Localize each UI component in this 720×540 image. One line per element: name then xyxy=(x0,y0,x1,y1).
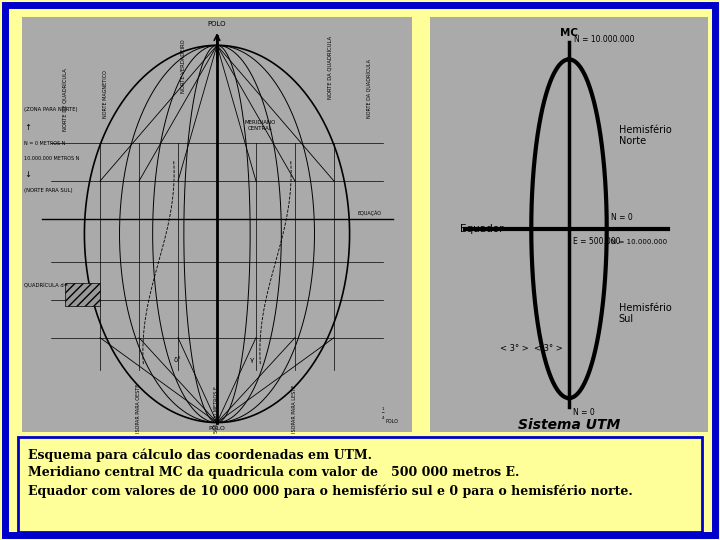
Text: POLO: POLO xyxy=(209,426,225,431)
Text: Equador: Equador xyxy=(460,224,503,234)
Text: Hemisfério
Sul: Hemisfério Sul xyxy=(618,302,671,324)
Text: MC: MC xyxy=(560,28,578,38)
Text: Esquema para cálculo das coordenadas em UTM.: Esquema para cálculo das coordenadas em … xyxy=(28,448,372,462)
Text: POLO: POLO xyxy=(208,22,226,28)
Text: NORTE MAGNÉTICO: NORTE MAGNÉTICO xyxy=(103,70,109,118)
Bar xyxy=(430,17,708,432)
Text: (NORTE PARA SUL): (NORTE PARA SUL) xyxy=(24,188,73,193)
Text: QUADRÍCULA d=: QUADRÍCULA d= xyxy=(24,282,68,288)
Text: NORTE DA QUADRÍCULA: NORTE DA QUADRÍCULA xyxy=(366,59,372,118)
Text: N = 0: N = 0 xyxy=(573,408,595,417)
Text: Hemisfério
Norte: Hemisfério Norte xyxy=(618,125,671,146)
Text: EQUAÇÃO: EQUAÇÃO xyxy=(357,211,382,216)
Text: 500.000 METROS E: 500.000 METROS E xyxy=(215,386,220,433)
Text: 1
─
4: 1 ─ 4 xyxy=(382,407,384,420)
Text: NORTE DA QUADRÍCULA: NORTE DA QUADRÍCULA xyxy=(328,36,333,99)
Text: N = 0: N = 0 xyxy=(611,213,632,222)
Text: ISOPAR PARA LESTE: ISOPAR PARA LESTE xyxy=(292,384,297,433)
Text: MERIDIANO
CENTRAL: MERIDIANO CENTRAL xyxy=(244,120,276,131)
Text: γ: γ xyxy=(250,357,254,363)
Text: NORTE DE QUADRÍCULA: NORTE DE QUADRÍCULA xyxy=(62,68,68,131)
Text: E = 500.000: E = 500.000 xyxy=(573,237,621,246)
Text: Sistema UTM: Sistema UTM xyxy=(518,417,620,431)
Text: Meridiano central MC da quadricula com valor de   500 000 metros E.: Meridiano central MC da quadricula com v… xyxy=(28,466,519,479)
Text: ↓: ↓ xyxy=(24,170,31,179)
Bar xyxy=(65,283,100,306)
Text: Equador com valores de 10 000 000 para o hemisfério sul e 0 para o hemisfério no: Equador com valores de 10 000 000 para o… xyxy=(28,484,633,497)
Bar xyxy=(18,437,702,532)
Text: NORTE VERDADEIRO: NORTE VERDADEIRO xyxy=(181,40,186,93)
Text: δ°: δ° xyxy=(174,357,182,363)
Text: ISOPAR PARA OESTE: ISOPAR PARA OESTE xyxy=(137,383,142,433)
Text: < 3° >  < 3° >: < 3° > < 3° > xyxy=(500,343,562,353)
Text: ↑: ↑ xyxy=(24,123,31,132)
Text: N = 10.000.000: N = 10.000.000 xyxy=(611,239,667,245)
Text: (ZONA PARA NORTE): (ZONA PARA NORTE) xyxy=(24,107,78,112)
Text: 10.000.000 METROS N: 10.000.000 METROS N xyxy=(24,157,79,161)
Text: N = 0 METROS N: N = 0 METROS N xyxy=(24,141,66,146)
Bar xyxy=(22,17,412,432)
Text: N = 10.000.000: N = 10.000.000 xyxy=(574,36,634,44)
Text: POLO: POLO xyxy=(385,418,398,423)
